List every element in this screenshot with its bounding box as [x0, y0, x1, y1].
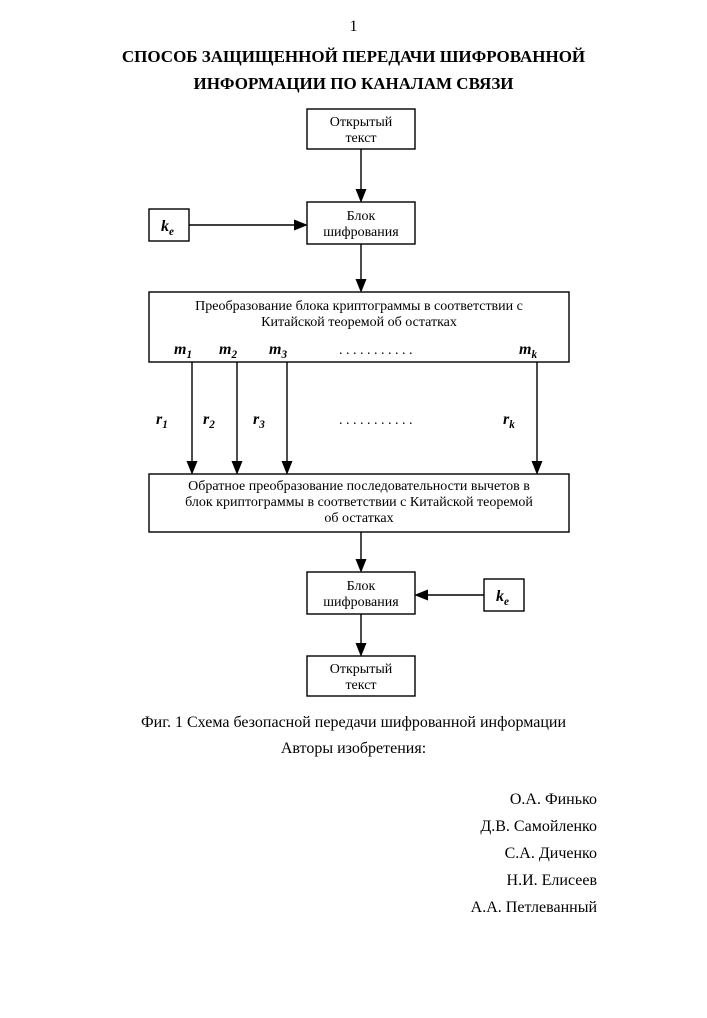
author-item: Н.И. Елисеев: [0, 867, 597, 894]
svg-text:m3: m3: [269, 341, 287, 361]
svg-text:шифрования: шифрования: [323, 225, 399, 240]
svg-text:r3: r3: [253, 411, 265, 431]
svg-text:Преобразование блока криптогра: Преобразование блока криптограммы в соот…: [195, 299, 523, 314]
svg-text:Блок: Блок: [346, 209, 375, 224]
svg-text:об остатках: об остатках: [324, 511, 393, 526]
svg-text:. . . . . . . . . .: . . . . . . . . . . .: [339, 343, 413, 358]
author-item: О.А. Финько: [0, 786, 597, 813]
flowchart-diagram: ОткрытыйтекстkeБлокшифрованияПреобразова…: [89, 104, 619, 704]
svg-text:текст: текст: [345, 131, 376, 146]
svg-text:текст: текст: [345, 678, 376, 693]
figure-caption: Фиг. 1 Схема безопасной передачи шифрова…: [0, 714, 707, 732]
svg-text:m1: m1: [174, 341, 192, 361]
svg-text:Открытый: Открытый: [329, 115, 392, 130]
title-line1: СПОСОБ ЗАЩИЩЕННОЙ ПЕРЕДАЧИ ШИФРОВАННОЙ: [50, 44, 657, 70]
svg-text:Блок: Блок: [346, 579, 375, 594]
svg-text:Китайской теоремой об остатках: Китайской теоремой об остатках: [261, 315, 457, 330]
svg-text:ke: ke: [161, 218, 174, 238]
svg-text:m2: m2: [219, 341, 237, 361]
page-number: 1: [0, 18, 707, 36]
authors-list: О.А. Финько Д.В. Самойленко С.А. Диченко…: [0, 786, 597, 922]
svg-text:rk: rk: [503, 411, 515, 431]
svg-text:блок криптограммы в соответств: блок криптограммы в соответствии с Китай…: [185, 495, 533, 510]
author-item: А.А. Петлеванный: [0, 894, 597, 921]
author-item: Д.В. Самойленко: [0, 813, 597, 840]
svg-text:. . . . . . . . . .: . . . . . . . . . . .: [339, 413, 413, 428]
author-item: С.А. Диченко: [0, 840, 597, 867]
svg-text:Обратное преобразование послед: Обратное преобразование последовательнос…: [188, 479, 530, 494]
svg-text:mk: mk: [519, 341, 537, 361]
authors-heading: Авторы изобретения:: [0, 740, 707, 758]
title-line2: ИНФОРМАЦИИ ПО КАНАЛАМ СВЯЗИ: [0, 74, 707, 94]
svg-text:r2: r2: [203, 411, 215, 431]
svg-text:Открытый: Открытый: [329, 662, 392, 677]
svg-text:ke: ke: [496, 588, 509, 608]
svg-text:r1: r1: [156, 411, 168, 431]
svg-text:шифрования: шифрования: [323, 595, 399, 610]
